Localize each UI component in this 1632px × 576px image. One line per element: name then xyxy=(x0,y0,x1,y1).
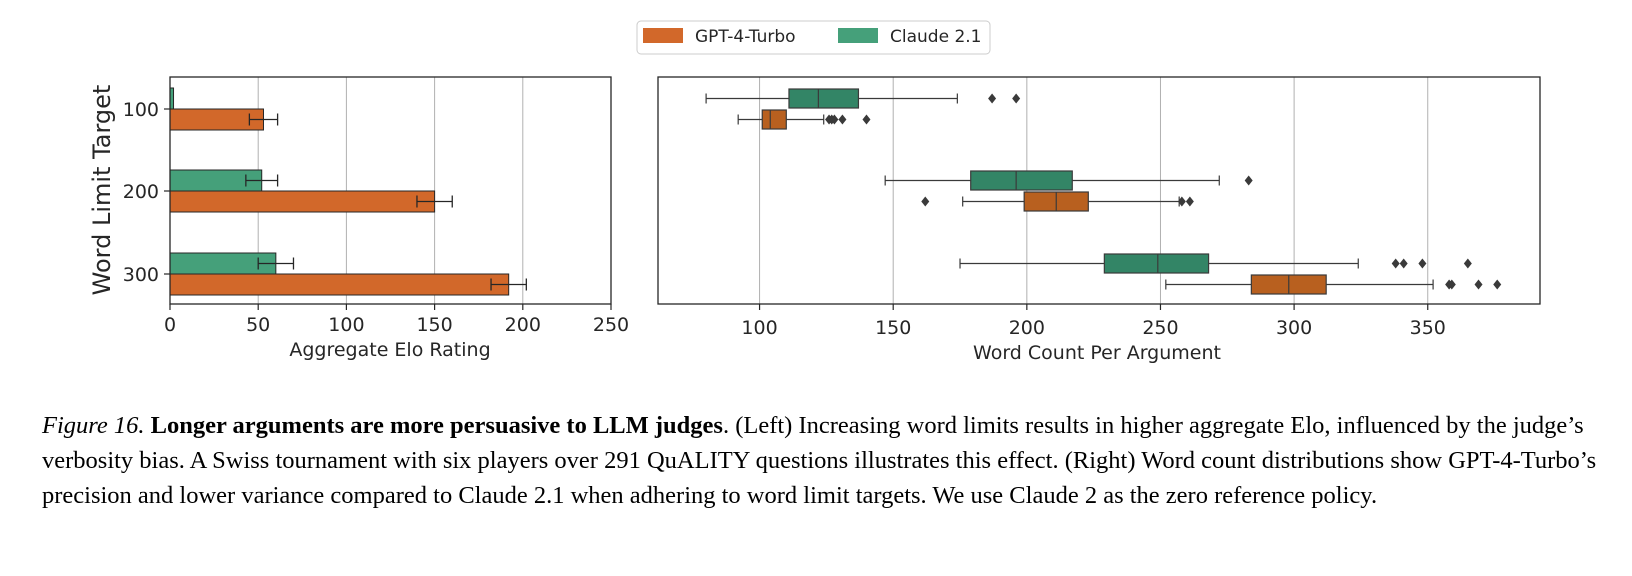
outlier-gpt4-100 xyxy=(838,114,847,125)
right-axes-frame xyxy=(657,76,1541,305)
left-x-tick-label: 250 xyxy=(593,314,629,336)
legend-swatch-claude xyxy=(838,28,878,43)
left-x-ticks: 0 50 100 150 200 250 xyxy=(164,304,629,336)
right-gridlines xyxy=(759,77,1429,304)
right-x-axis-label: Word Count Per Argument xyxy=(973,342,1221,364)
outlier-gpt4-200 xyxy=(1177,196,1186,207)
left-y-tick-label: 100 xyxy=(123,99,159,121)
outlier-gpt4-300 xyxy=(1493,279,1502,290)
figure-svg: GPT-4-Turbo Claude 2.1 0 50 100 150 200 250 1… xyxy=(88,20,1541,364)
left-x-tick-label: 50 xyxy=(246,314,270,336)
outlier-gpt4-200 xyxy=(1185,196,1194,207)
outlier-claude-300 xyxy=(1399,258,1408,269)
right-x-tick-label: 350 xyxy=(1410,317,1446,339)
outlier-claude-300 xyxy=(1391,258,1400,269)
elo-bar-chart: 0 50 100 150 200 250 100 200 300 Aggregate Elo … xyxy=(88,76,629,361)
outlier-claude-300 xyxy=(1418,258,1427,269)
left-x-tick-label: 100 xyxy=(328,314,364,336)
left-bars xyxy=(169,87,527,296)
left-y-tick-label: 200 xyxy=(123,181,159,203)
right-boxes xyxy=(705,88,1502,295)
legend: GPT-4-Turbo Claude 2.1 xyxy=(636,20,991,55)
box-claude-100 xyxy=(788,88,860,109)
outlier-gpt4-300 xyxy=(1474,279,1483,290)
outlier-claude-100 xyxy=(988,93,997,104)
outlier-gpt4-200 xyxy=(921,196,930,207)
legend-label-gpt4: GPT-4-Turbo xyxy=(695,27,796,47)
word-count-boxplot: 100 150 200 250 300 350 Word Count Per Argume… xyxy=(657,76,1541,364)
caption-body: . (Left) Increasing word limits results … xyxy=(42,412,1597,509)
figure-caption: Figure 16. Longer arguments are more per… xyxy=(42,408,1602,513)
left-x-axis-label: Aggregate Elo Rating xyxy=(289,339,490,361)
right-x-tick-label: 250 xyxy=(1142,317,1178,339)
outlier-gpt4-300 xyxy=(1447,279,1456,290)
left-y-tick-label: 300 xyxy=(123,264,159,286)
left-x-tick-label: 0 xyxy=(164,314,176,336)
outlier-claude-200 xyxy=(1244,175,1253,186)
outlier-claude-300 xyxy=(1463,258,1472,269)
caption-title: Longer arguments are more persuasive to … xyxy=(150,412,723,439)
right-x-tick-label: 100 xyxy=(741,317,777,339)
legend-frame xyxy=(636,20,991,55)
box-gpt4-100 xyxy=(761,109,787,130)
left-y-axis-label: Word Limit Target xyxy=(88,85,116,296)
right-x-tick-label: 200 xyxy=(1009,317,1045,339)
box-claude-300 xyxy=(1103,253,1210,274)
caption-figure-label: Figure 16. xyxy=(42,412,145,439)
left-y-ticks: 100 200 300 xyxy=(123,99,170,286)
legend-swatch-gpt4 xyxy=(643,28,683,43)
box-claude-200 xyxy=(970,170,1073,191)
outlier-gpt4-100 xyxy=(830,114,839,125)
legend-label-claude: Claude 2.1 xyxy=(890,27,981,47)
elo-bar-gpt4-300 xyxy=(169,273,510,296)
right-x-tick-label: 150 xyxy=(875,317,911,339)
right-x-ticks: 100 150 200 250 300 350 xyxy=(741,304,1446,339)
right-x-tick-label: 300 xyxy=(1276,317,1312,339)
elo-bar-gpt4-200 xyxy=(169,190,436,213)
outlier-claude-100 xyxy=(1012,93,1021,104)
outlier-gpt4-100 xyxy=(862,114,871,125)
left-x-tick-label: 200 xyxy=(505,314,541,336)
left-x-tick-label: 150 xyxy=(416,314,452,336)
